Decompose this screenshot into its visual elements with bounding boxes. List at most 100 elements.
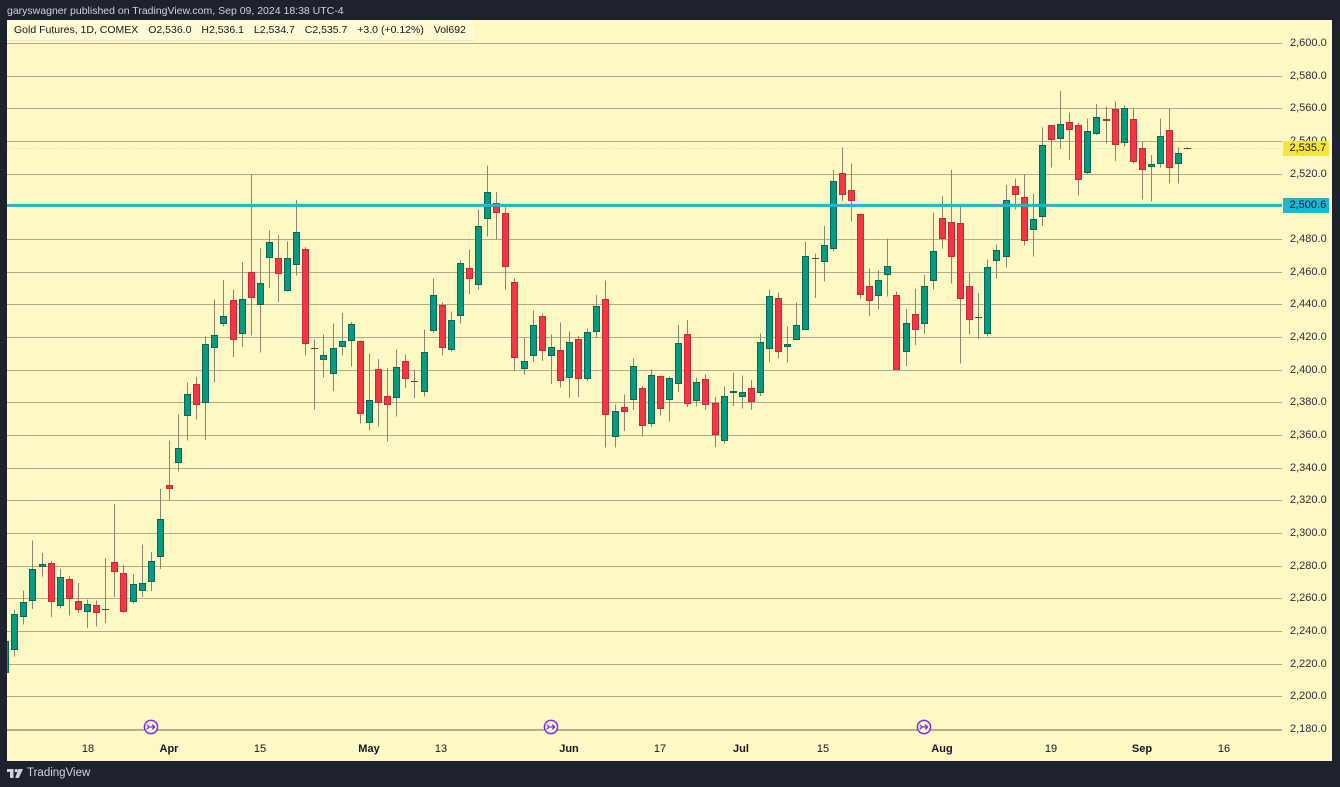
- candle[interactable]: [775, 292, 782, 359]
- candle[interactable]: [912, 288, 919, 346]
- candle[interactable]: [903, 309, 910, 367]
- candle[interactable]: [721, 386, 728, 444]
- candle[interactable]: [612, 404, 619, 448]
- candle[interactable]: [675, 324, 682, 392]
- candle[interactable]: [330, 323, 337, 391]
- candle[interactable]: [584, 328, 591, 381]
- candle[interactable]: [1057, 91, 1064, 150]
- candle[interactable]: [302, 247, 309, 356]
- candle[interactable]: [1184, 147, 1191, 150]
- candle[interactable]: [93, 600, 100, 627]
- candle[interactable]: [757, 333, 764, 396]
- candle[interactable]: [111, 503, 118, 598]
- candle[interactable]: [220, 279, 227, 327]
- candle[interactable]: [739, 375, 746, 409]
- candle[interactable]: [1003, 184, 1010, 268]
- candle[interactable]: [621, 394, 628, 432]
- candle[interactable]: [521, 337, 528, 375]
- candle[interactable]: [975, 292, 982, 339]
- candle[interactable]: [1030, 193, 1037, 257]
- candle[interactable]: [657, 375, 664, 416]
- candle[interactable]: [39, 552, 46, 577]
- candle[interactable]: [948, 170, 955, 284]
- candle[interactable]: [193, 377, 200, 420]
- candle[interactable]: [957, 206, 964, 364]
- candle[interactable]: [530, 310, 537, 362]
- candle[interactable]: [211, 299, 218, 383]
- candle[interactable]: [893, 291, 900, 370]
- candle[interactable]: [793, 302, 800, 340]
- candle[interactable]: [357, 340, 364, 424]
- candle[interactable]: [857, 213, 864, 299]
- candle[interactable]: [248, 174, 255, 336]
- candle[interactable]: [1139, 141, 1146, 200]
- candle[interactable]: [130, 573, 137, 604]
- candle[interactable]: [866, 268, 873, 316]
- candle[interactable]: [748, 379, 755, 411]
- candle[interactable]: [175, 414, 182, 472]
- candle[interactable]: [402, 354, 409, 388]
- candle[interactable]: [348, 321, 355, 367]
- candle[interactable]: [930, 212, 937, 290]
- candle[interactable]: [1021, 173, 1028, 246]
- candle[interactable]: [502, 204, 509, 290]
- candle[interactable]: [1130, 108, 1137, 164]
- candle[interactable]: [157, 488, 164, 569]
- candle[interactable]: [802, 241, 809, 330]
- candle[interactable]: [1093, 103, 1100, 135]
- candle[interactable]: [1148, 155, 1155, 202]
- candle[interactable]: [766, 289, 773, 363]
- candle[interactable]: [684, 320, 691, 408]
- candle[interactable]: [466, 249, 473, 295]
- candle[interactable]: [230, 289, 237, 357]
- candle[interactable]: [839, 147, 846, 201]
- candle[interactable]: [393, 349, 400, 417]
- candle[interactable]: [139, 544, 146, 598]
- candle[interactable]: [830, 170, 837, 252]
- rollover-arrow-icon[interactable]: [916, 719, 932, 735]
- candle[interactable]: [848, 163, 855, 222]
- candle[interactable]: [984, 259, 991, 337]
- candle[interactable]: [202, 336, 209, 440]
- candle[interactable]: [702, 374, 709, 411]
- candle[interactable]: [884, 238, 891, 297]
- candle[interactable]: [66, 575, 73, 616]
- candle[interactable]: [875, 270, 882, 310]
- candle[interactable]: [548, 334, 555, 385]
- candle[interactable]: [284, 241, 291, 292]
- candle[interactable]: [421, 329, 428, 397]
- candle[interactable]: [84, 599, 91, 629]
- candle[interactable]: [1175, 147, 1182, 184]
- candle[interactable]: [311, 339, 318, 410]
- candle[interactable]: [539, 313, 546, 362]
- candle[interactable]: [1066, 112, 1073, 160]
- time-axis[interactable]: 18 Apr 15 May 13 Jun 17 Jul 15 Aug 19 Se…: [7, 730, 1282, 761]
- candle[interactable]: [602, 280, 609, 448]
- candle[interactable]: [1166, 108, 1173, 184]
- candle[interactable]: [166, 440, 173, 501]
- candle[interactable]: [784, 326, 791, 363]
- candle[interactable]: [712, 396, 719, 447]
- candle[interactable]: [293, 199, 300, 276]
- candle[interactable]: [812, 253, 819, 298]
- candle[interactable]: [1121, 105, 1128, 147]
- tradingview-brand[interactable]: TradingView: [27, 767, 91, 779]
- candle[interactable]: [1084, 118, 1091, 175]
- candle[interactable]: [275, 235, 282, 303]
- candle[interactable]: [257, 247, 264, 353]
- candle[interactable]: [20, 590, 27, 625]
- candle[interactable]: [730, 372, 737, 406]
- candle[interactable]: [239, 261, 246, 347]
- candle[interactable]: [120, 565, 127, 614]
- candle[interactable]: [57, 568, 64, 609]
- candle[interactable]: [1048, 124, 1055, 168]
- candle[interactable]: [439, 302, 446, 356]
- chart-panel[interactable]: Gold Futures, 1D, COMEX O2,536.0 H2,536.…: [7, 20, 1332, 761]
- candle[interactable]: [320, 334, 327, 378]
- candle[interactable]: [630, 358, 637, 411]
- candle[interactable]: [102, 557, 109, 623]
- symbol-title[interactable]: Gold Futures, 1D, COMEX: [14, 24, 139, 36]
- candle[interactable]: [557, 322, 564, 388]
- candle[interactable]: [511, 277, 518, 372]
- candle[interactable]: [75, 582, 82, 614]
